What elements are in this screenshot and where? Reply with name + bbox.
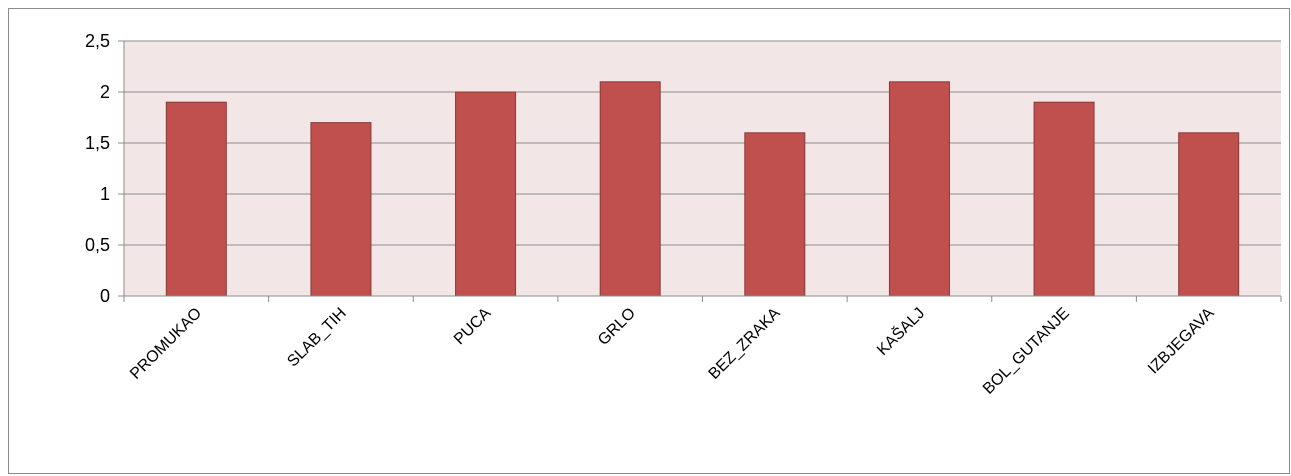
bar-puca (455, 91, 517, 297)
x-category-label: SLAB_TIH (284, 305, 349, 370)
bar-grlo (599, 81, 661, 297)
x-category-label: BEZ_ZRAKA (706, 305, 784, 383)
y-tick-label: 1,5 (85, 133, 110, 153)
x-category-label: KAŠALJ (873, 303, 929, 359)
x-category-label: GRLO (595, 305, 639, 349)
y-tick-label: 0,5 (85, 235, 110, 255)
axes (118, 40, 1282, 302)
y-tick-label: 2 (100, 82, 110, 102)
bar-bez_zraka (744, 132, 806, 297)
x-axis-category-labels: PROMUKAO SLAB_TIH PUCA GRLO BEZ_ZRAKA KAŠALJ B… (127, 303, 1218, 397)
bars (165, 81, 1240, 297)
bar-bol_gutanje (1033, 101, 1095, 297)
plot-area (124, 41, 1281, 296)
y-tick-label: 2,5 (85, 31, 110, 51)
bar-slab_tih (310, 122, 372, 297)
x-category-label: BOL_GUTANJE (980, 305, 1073, 398)
bar-kašalj (888, 81, 950, 297)
bar-promukao (165, 101, 227, 297)
x-category-label: IZBJEGAVA (1145, 305, 1218, 378)
x-category-label: PUCA (451, 305, 495, 349)
y-axis-tick-labels: 0 0,5 1 1,5 2 2,5 (85, 31, 110, 306)
y-tick-label: 1 (100, 184, 110, 204)
bar-izbjegava (1178, 132, 1240, 297)
x-category-label: PROMUKAO (127, 305, 205, 383)
y-tick-label: 0 (100, 286, 110, 306)
